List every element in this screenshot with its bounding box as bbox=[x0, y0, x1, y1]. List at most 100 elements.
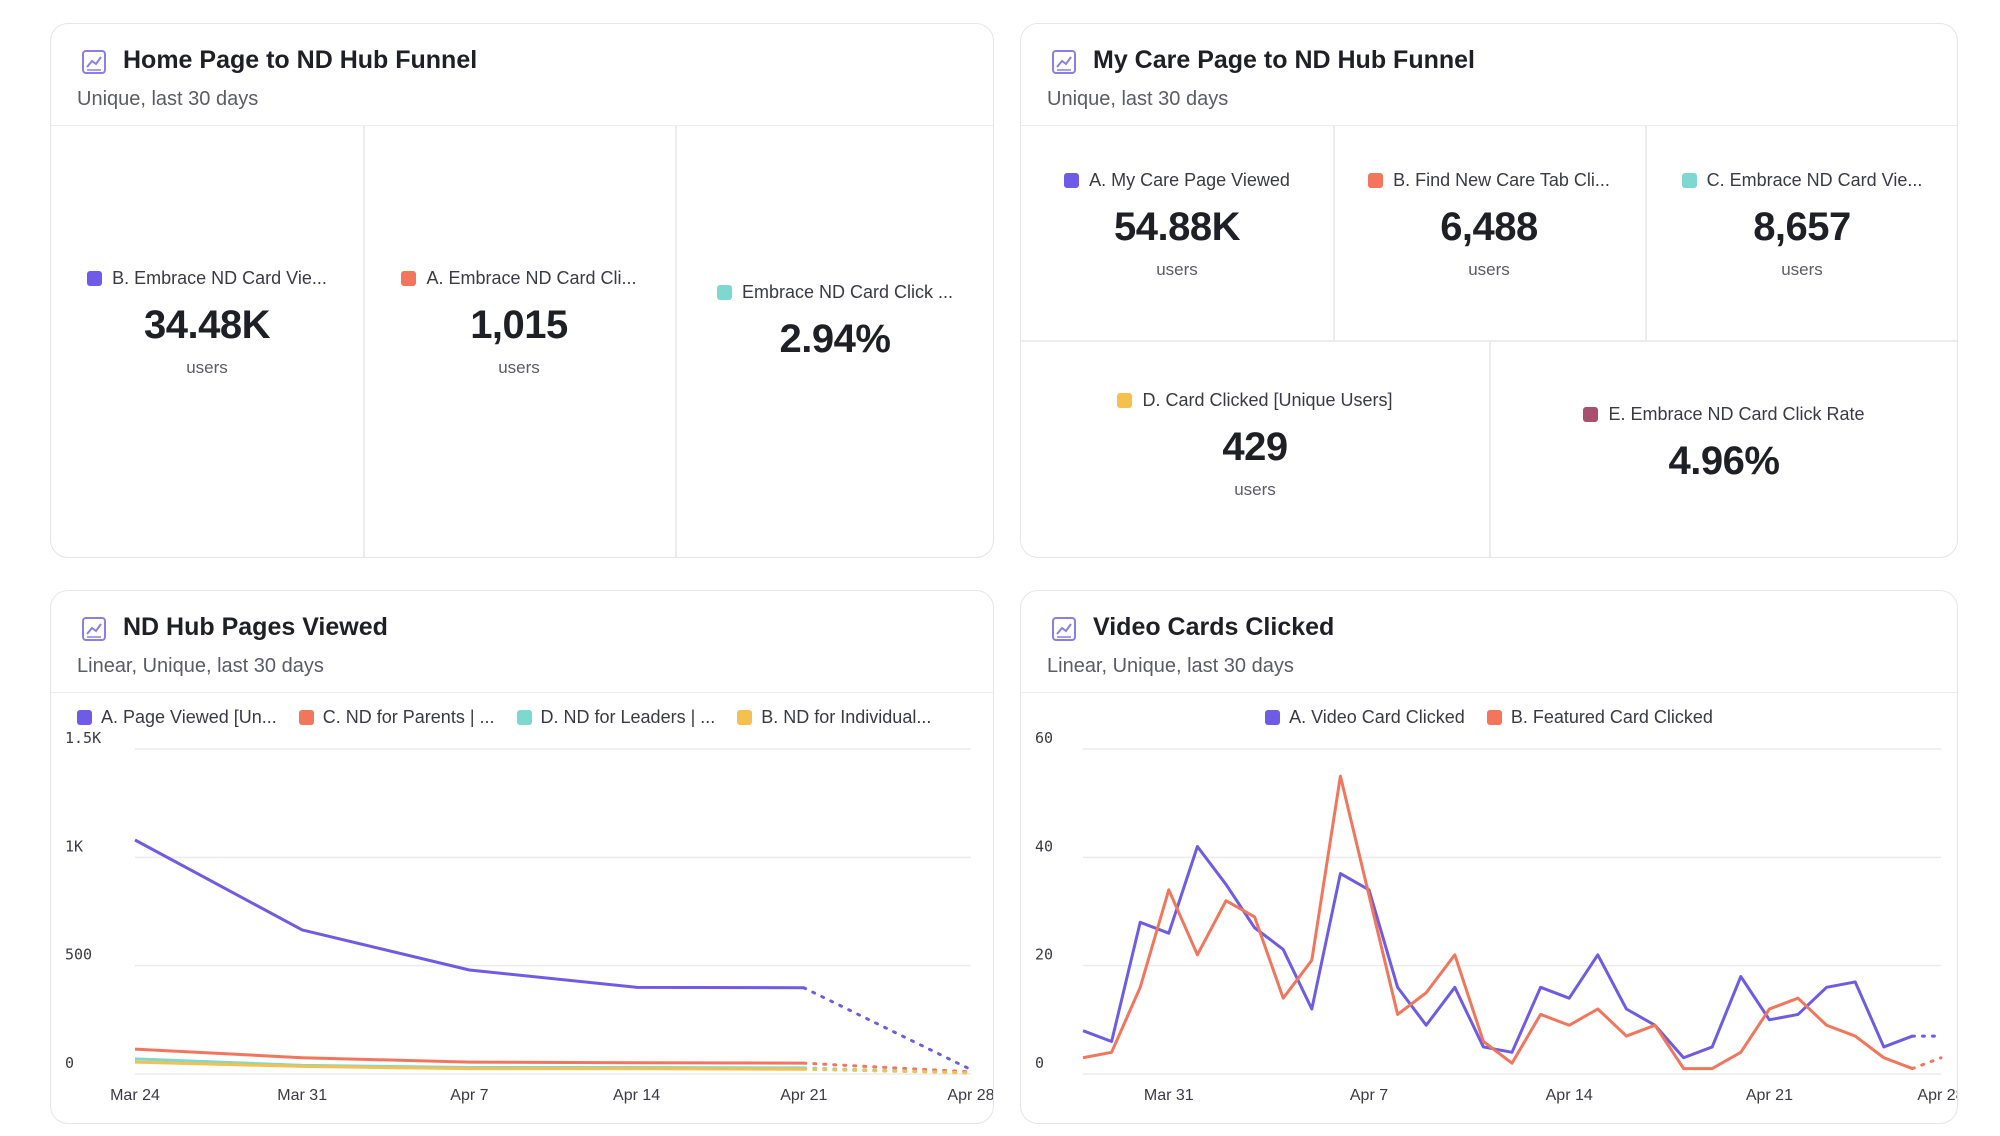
x-tick-label: Apr 7 bbox=[1350, 1087, 1388, 1104]
metric-unit: users bbox=[1468, 260, 1510, 279]
series-projection-line bbox=[802, 1067, 973, 1075]
series-line[interactable] bbox=[1082, 774, 1913, 1071]
metric-cell[interactable]: A. My Care Page Viewed 54.88K users bbox=[1021, 126, 1333, 340]
metric-value: 2.94% bbox=[779, 317, 891, 361]
metric-value: 54.88K bbox=[1114, 205, 1240, 249]
metric-value: 429 bbox=[1222, 425, 1288, 469]
x-tick-label: Apr 21 bbox=[780, 1087, 827, 1104]
legend-swatch bbox=[1681, 173, 1697, 188]
legend-swatch bbox=[737, 710, 753, 725]
card-subtitle: Linear, Unique, last 30 days bbox=[77, 655, 324, 677]
legend-swatch bbox=[1064, 173, 1080, 188]
metric-cell[interactable]: D. Card Clicked [Unique Users] 429 users bbox=[1021, 340, 1489, 557]
y-tick-label: 40 bbox=[1035, 837, 1053, 855]
metric-label: Embrace ND Card Click ... bbox=[716, 282, 953, 303]
y-tick-label: 60 bbox=[1035, 729, 1053, 747]
x-tick-label: Apr 14 bbox=[613, 1087, 660, 1104]
card-subtitle: Unique, last 30 days bbox=[77, 88, 259, 110]
card-subtitle: Unique, last 30 days bbox=[1047, 88, 1229, 110]
x-tick-label: Mar 31 bbox=[277, 1087, 327, 1104]
metric-label: B. Embrace ND Card Vie... bbox=[87, 268, 327, 289]
metric-label: B. Find New Care Tab Cli... bbox=[1368, 170, 1610, 191]
metric-unit: users bbox=[1781, 260, 1823, 279]
legend-item[interactable]: B. ND for Individual... bbox=[737, 707, 931, 728]
line-chart-icon bbox=[1052, 617, 1076, 641]
nd-hub-pages-chart[interactable]: 0 500 1K 1.5K Mar 24 Mar 31 Apr 7 Apr 14 Apr 21 A… bbox=[51, 591, 994, 1124]
card-header: Video Cards Clicked Linear, Unique, last… bbox=[1021, 591, 1957, 693]
metric-unit: users bbox=[1156, 260, 1198, 279]
metric-value: 8,657 bbox=[1753, 205, 1851, 249]
video-cards-card[interactable]: Video Cards Clicked Linear, Unique, last… bbox=[1020, 590, 1958, 1124]
legend-item[interactable]: C. ND for Parents | ... bbox=[298, 707, 495, 728]
metric-value: 34.48K bbox=[144, 303, 270, 347]
series-projection-line bbox=[1910, 1056, 1943, 1071]
card-subtitle: Linear, Unique, last 30 days bbox=[1047, 655, 1294, 677]
card-header: ND Hub Pages Viewed Linear, Unique, last… bbox=[51, 591, 993, 693]
metric-value: 1,015 bbox=[470, 303, 568, 347]
metric-label: A. Embrace ND Card Cli... bbox=[401, 268, 637, 289]
series-line[interactable] bbox=[134, 1047, 804, 1065]
legend-item[interactable]: B. Featured Card Clicked bbox=[1486, 707, 1713, 728]
metric-cell[interactable]: Embrace ND Card Click ... 2.94% bbox=[675, 126, 993, 557]
metric-cell[interactable]: A. Embrace ND Card Cli... 1,015 users bbox=[363, 126, 675, 557]
line-chart-icon bbox=[82, 50, 106, 74]
divider bbox=[1489, 340, 1491, 557]
legend-swatch bbox=[1368, 173, 1384, 188]
y-tick-label: 1.5K bbox=[65, 729, 101, 747]
metric-value: 6,488 bbox=[1440, 205, 1538, 249]
nd-hub-pages-card[interactable]: ND Hub Pages Viewed Linear, Unique, last… bbox=[50, 590, 994, 1124]
metric-cell[interactable]: B. Embrace ND Card Vie... 34.48K users bbox=[51, 126, 363, 557]
y-tick-label: 0 bbox=[65, 1054, 74, 1072]
legend-label: C. ND for Parents | ... bbox=[322, 707, 495, 727]
x-tick-label: Apr 21 bbox=[1746, 1087, 1793, 1104]
series-line[interactable] bbox=[134, 838, 804, 990]
legend-swatch bbox=[87, 271, 103, 286]
metric-cell[interactable]: E. Embrace ND Card Click Rate 4.96% bbox=[1489, 340, 1957, 557]
card-title[interactable]: ND Hub Pages Viewed bbox=[123, 613, 388, 641]
metric-cell[interactable]: B. Find New Care Tab Cli... 6,488 users bbox=[1333, 126, 1645, 340]
legend-label: A. Page Viewed [Un... bbox=[101, 707, 277, 727]
line-chart-icon bbox=[1052, 50, 1076, 74]
metric-unit: users bbox=[1234, 480, 1276, 499]
metric-label: C. Embrace ND Card Vie... bbox=[1681, 170, 1922, 191]
divider bbox=[675, 126, 677, 557]
card-header: Home Page to ND Hub Funnel Unique, last … bbox=[51, 24, 993, 126]
legend-item[interactable]: A. Video Card Clicked bbox=[1265, 707, 1465, 728]
series-line[interactable] bbox=[134, 1060, 804, 1071]
legend-label: B. ND for Individual... bbox=[761, 707, 932, 727]
series-line[interactable] bbox=[1082, 845, 1913, 1060]
y-tick-label: 1K bbox=[65, 837, 83, 855]
card-title[interactable]: My Care Page to ND Hub Funnel bbox=[1093, 46, 1475, 74]
x-tick-label: Mar 24 bbox=[110, 1087, 160, 1104]
home-funnel-card[interactable]: Home Page to ND Hub Funnel Unique, last … bbox=[50, 23, 994, 558]
legend-item[interactable]: A. Page Viewed [Un... bbox=[77, 707, 277, 728]
metric-value: 4.96% bbox=[1668, 439, 1780, 483]
legend-swatch bbox=[1486, 710, 1502, 725]
x-tick-label: Apr 28 bbox=[947, 1087, 994, 1104]
video-cards-chart[interactable]: 0 20 40 60 Mar 31 Apr 7 Apr 14 Apr 21 Apr 28 bbox=[1021, 591, 1958, 1124]
divider bbox=[363, 126, 365, 557]
legend-label: A. Video Card Clicked bbox=[1289, 707, 1465, 727]
legend-swatch bbox=[298, 710, 314, 725]
x-tick-label: Apr 7 bbox=[450, 1087, 488, 1104]
y-tick-label: 0 bbox=[1035, 1054, 1044, 1072]
legend-item[interactable]: D. ND for Leaders | ... bbox=[516, 707, 715, 728]
series-projection-line bbox=[802, 1061, 973, 1074]
card-title[interactable]: Home Page to ND Hub Funnel bbox=[123, 46, 478, 74]
x-tick-label: Mar 31 bbox=[1144, 1087, 1194, 1104]
divider bbox=[1645, 126, 1647, 340]
legend-swatch bbox=[516, 710, 532, 725]
chart-legend: A. Video Card Clicked B. Featured Card Cl… bbox=[1021, 707, 1957, 728]
y-tick-label: 500 bbox=[65, 946, 92, 964]
card-header: My Care Page to ND Hub Funnel Unique, la… bbox=[1021, 24, 1957, 126]
legend-label: B. Featured Card Clicked bbox=[1510, 707, 1713, 727]
metric-label: A. My Care Page Viewed bbox=[1064, 170, 1290, 191]
legend-swatch bbox=[401, 271, 417, 286]
card-title[interactable]: Video Cards Clicked bbox=[1093, 613, 1335, 641]
line-chart-icon bbox=[82, 617, 106, 641]
mycare-funnel-card[interactable]: My Care Page to ND Hub Funnel Unique, la… bbox=[1020, 23, 1958, 558]
y-tick-label: 20 bbox=[1035, 946, 1053, 964]
metric-label: D. Card Clicked [Unique Users] bbox=[1117, 390, 1393, 411]
metric-unit: users bbox=[186, 358, 228, 377]
metric-cell[interactable]: C. Embrace ND Card Vie... 8,657 users bbox=[1645, 126, 1957, 340]
